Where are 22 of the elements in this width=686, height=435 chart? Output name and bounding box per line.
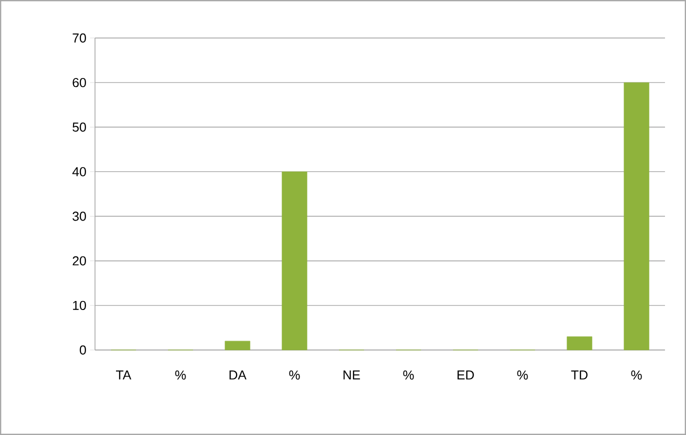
x-tick-label: DA <box>230 370 246 380</box>
y-tick-label: 30 <box>72 212 86 221</box>
y-tick-label: 0 <box>80 345 86 355</box>
x-tick-label: % <box>175 370 186 380</box>
x-tick-label: % <box>517 370 528 380</box>
x-tick-label: % <box>289 370 300 380</box>
x-tick-label: TA <box>116 370 132 380</box>
y-tick-label: 10 <box>73 300 86 310</box>
y-tick-label: 60 <box>72 78 86 88</box>
bar <box>282 172 308 350</box>
x-tick-label: % <box>631 370 642 380</box>
y-tick-label: 70 <box>72 33 86 43</box>
bar <box>224 340 250 350</box>
y-tick-label: 40 <box>72 167 86 176</box>
y-tick-label: 50 <box>72 122 86 132</box>
y-tick-label: 20 <box>72 256 86 266</box>
x-tick-label: ED <box>458 370 474 380</box>
x-tick-label: TD <box>571 370 588 380</box>
x-tick-label: NE <box>344 370 360 380</box>
bar <box>566 336 592 350</box>
x-tick-label: % <box>403 370 414 380</box>
bar <box>624 82 650 350</box>
